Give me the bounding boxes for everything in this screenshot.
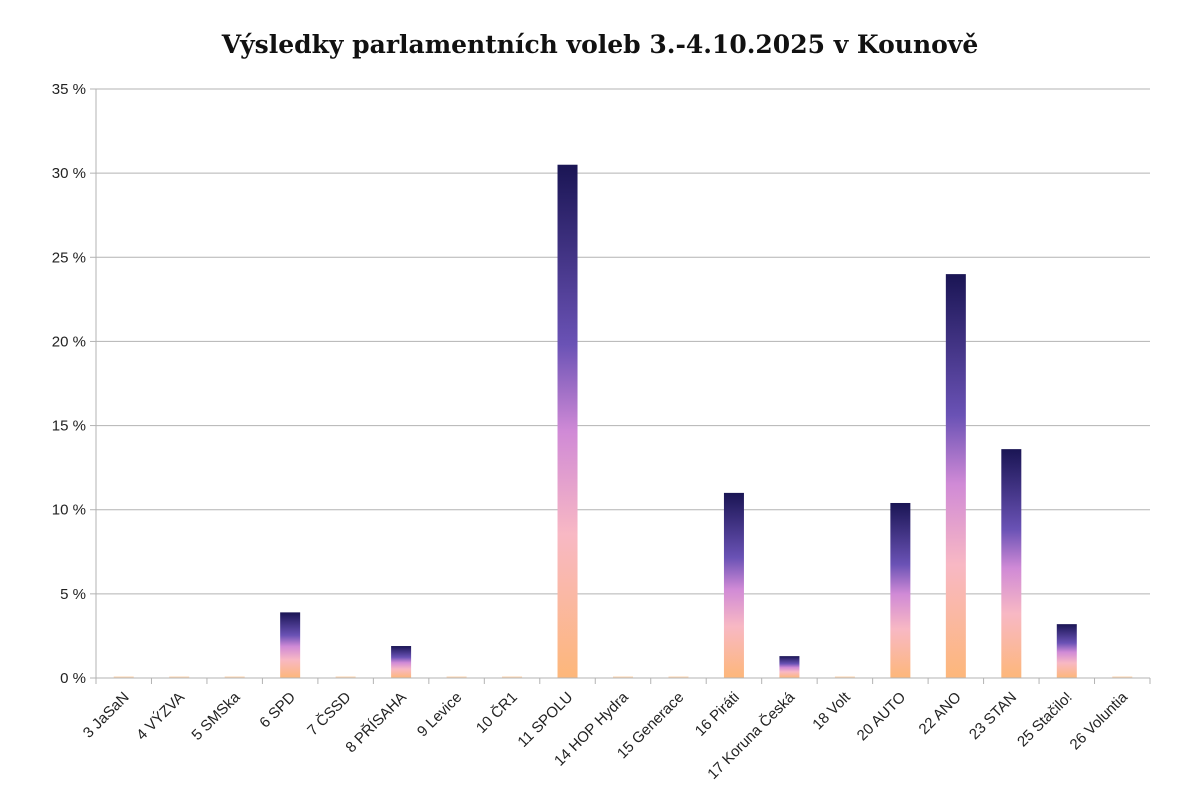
bar	[502, 676, 523, 678]
bar	[280, 612, 301, 678]
bar	[446, 676, 467, 678]
bar	[1056, 624, 1077, 678]
bar	[890, 502, 911, 678]
bar	[945, 274, 966, 678]
y-tick-label: 15 %	[52, 418, 86, 435]
y-tick-label: 20 %	[52, 333, 86, 350]
bar	[613, 676, 633, 678]
x-tick-label: 6 SPD	[256, 689, 299, 732]
bar	[113, 676, 134, 678]
bar	[834, 676, 855, 678]
bar	[169, 676, 190, 678]
x-tick-label: 8 PŘÍSAHA	[342, 689, 409, 756]
bar	[224, 676, 245, 678]
bar	[779, 656, 800, 678]
chart-title: Výsledky parlamentních voleb 3.-4.10.202…	[221, 30, 979, 59]
bar	[391, 646, 412, 678]
x-tick-label: 22 ANO	[916, 689, 965, 738]
x-tick-label: 23 STAN	[966, 689, 1020, 743]
x-tick-label: 7 ČSSD	[304, 689, 354, 739]
bar	[668, 676, 689, 678]
y-tick-label: 35 %	[52, 81, 86, 98]
x-tick-label: 16 Piráti	[692, 689, 743, 740]
x-tick-label: 5 SMSka	[188, 688, 244, 744]
bar	[557, 164, 578, 678]
x-tick-label: 3 JaSaN	[80, 689, 133, 742]
x-tick-label: 10 ČR1	[473, 689, 521, 737]
bar	[1112, 676, 1133, 678]
x-tick-label: 9 Levice	[414, 689, 466, 741]
y-tick-label: 0 %	[60, 670, 86, 687]
x-tick-label: 26 Voluntia	[1067, 688, 1132, 753]
y-tick-label: 25 %	[52, 249, 86, 266]
x-tick-label: 18 Volt	[809, 688, 854, 733]
y-tick-label: 30 %	[52, 165, 86, 182]
bar	[335, 676, 356, 678]
y-tick-label: 10 %	[52, 502, 86, 519]
x-tick-label: 4 VÝZVA	[133, 689, 188, 744]
bar	[723, 492, 744, 678]
y-tick-label: 5 %	[60, 586, 86, 603]
bar	[1001, 449, 1022, 678]
x-tick-label: 20 AUTO	[854, 689, 909, 744]
